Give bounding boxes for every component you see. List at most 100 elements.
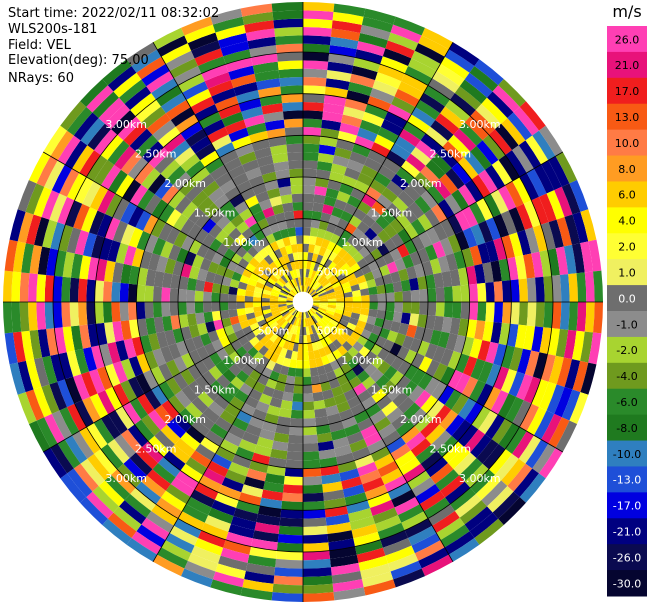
velocity-gate: [204, 342, 217, 357]
velocity-gate: [369, 294, 378, 302]
velocity-gate: [425, 274, 436, 289]
velocity-gate: [277, 373, 288, 384]
velocity-gate: [144, 389, 162, 410]
velocity-gate: [249, 546, 277, 559]
velocity-gate: [263, 285, 273, 292]
velocity-gate: [270, 307, 280, 313]
velocity-gate: [346, 272, 357, 282]
velocity-gate: [184, 24, 216, 44]
velocity-gate: [148, 435, 170, 457]
velocity-gate: [350, 331, 361, 342]
velocity-gate: [218, 33, 248, 49]
velocity-gate: [419, 302, 428, 316]
velocity-gate: [478, 410, 498, 435]
velocity-gate: [255, 400, 270, 413]
velocity-gate: [236, 370, 250, 383]
velocity-gate: [382, 430, 401, 447]
velocity-gate: [313, 244, 322, 255]
velocity-gate: [361, 193, 377, 208]
velocity-gate: [228, 308, 238, 318]
velocity-gate: [313, 194, 326, 205]
range-ring-label: 3.00km: [459, 118, 501, 131]
velocity-gate: [523, 376, 541, 404]
velocity-gate: [382, 48, 412, 67]
velocity-gate: [411, 532, 441, 554]
velocity-gate: [459, 122, 483, 146]
velocity-gate: [271, 440, 289, 452]
velocity-gate: [86, 491, 114, 519]
velocity-gate: [525, 135, 549, 165]
azimuth-spoke: [42, 301, 304, 453]
velocity-gate: [342, 484, 365, 498]
azimuth-spoke: [302, 41, 454, 303]
velocity-gate: [19, 272, 30, 302]
velocity-gate: [327, 261, 337, 272]
velocity-gate: [89, 185, 109, 211]
velocity-gate: [475, 103, 502, 130]
velocity-gate: [333, 3, 366, 17]
range-ring-label: 2.00km: [164, 413, 206, 426]
velocity-gate: [297, 252, 303, 261]
velocity-gate: [559, 302, 570, 330]
velocity-gate: [310, 270, 317, 280]
velocity-gate: [342, 106, 365, 120]
velocity-gate: [408, 277, 420, 291]
velocity-gate: [385, 545, 415, 564]
velocity-gate: [303, 202, 314, 211]
velocity-gate: [443, 302, 453, 318]
velocity-gate: [245, 331, 256, 342]
velocity-gate: [498, 79, 526, 107]
velocity-gate: [98, 97, 125, 124]
velocity-gate: [289, 177, 303, 186]
velocity-gate: [401, 511, 428, 531]
velocity-gate: [215, 24, 246, 41]
velocity-gate: [107, 140, 130, 165]
velocity-gate: [341, 416, 358, 429]
velocity-gate: [311, 300, 320, 302]
velocity-gate: [197, 530, 226, 548]
velocity-gate: [559, 274, 570, 302]
velocity-gate: [64, 435, 88, 464]
velocity-gate: [265, 378, 278, 390]
velocity-gate: [123, 458, 147, 482]
velocity-gate: [278, 318, 287, 327]
velocity-gate: [358, 555, 388, 571]
velocity-gate: [141, 106, 166, 129]
velocity-gate: [354, 49, 383, 65]
velocity-gate: [342, 310, 352, 318]
velocity-gate: [322, 111, 343, 123]
velocity-gate: [286, 143, 303, 153]
velocity-gate: [243, 114, 265, 128]
velocity-gate: [423, 497, 450, 519]
velocity-gate: [236, 308, 246, 316]
velocity-gate: [228, 240, 242, 254]
velocity-gate: [283, 383, 295, 394]
velocity-gate: [111, 302, 121, 323]
velocity-gate: [303, 484, 324, 494]
velocity-gate: [382, 252, 395, 265]
velocity-gate: [264, 473, 285, 485]
velocity-gate: [197, 413, 215, 431]
velocity-gate: [95, 258, 108, 282]
velocity-gate: [208, 80, 234, 97]
azimuth-spoke: [152, 41, 304, 303]
velocity-gate: [120, 151, 142, 175]
velocity-gate: [551, 274, 562, 302]
velocity-gate: [312, 202, 324, 213]
velocity-gate: [390, 560, 422, 580]
range-ring-label: 500m: [258, 266, 290, 279]
velocity-gate: [207, 330, 220, 343]
velocity-gate: [259, 258, 270, 269]
velocity-gate: [303, 542, 330, 552]
velocity-gate: [403, 402, 421, 420]
velocity-gate: [286, 451, 303, 461]
velocity-gate: [244, 376, 258, 389]
velocity-gate: [253, 252, 264, 263]
velocity-gate: [454, 86, 482, 111]
velocity-gate: [493, 237, 507, 261]
velocity-gate: [332, 339, 343, 350]
velocity-gate: [532, 443, 556, 474]
velocity-gate: [203, 119, 226, 137]
velocity-gate: [385, 292, 395, 302]
velocity-gate: [135, 134, 159, 158]
